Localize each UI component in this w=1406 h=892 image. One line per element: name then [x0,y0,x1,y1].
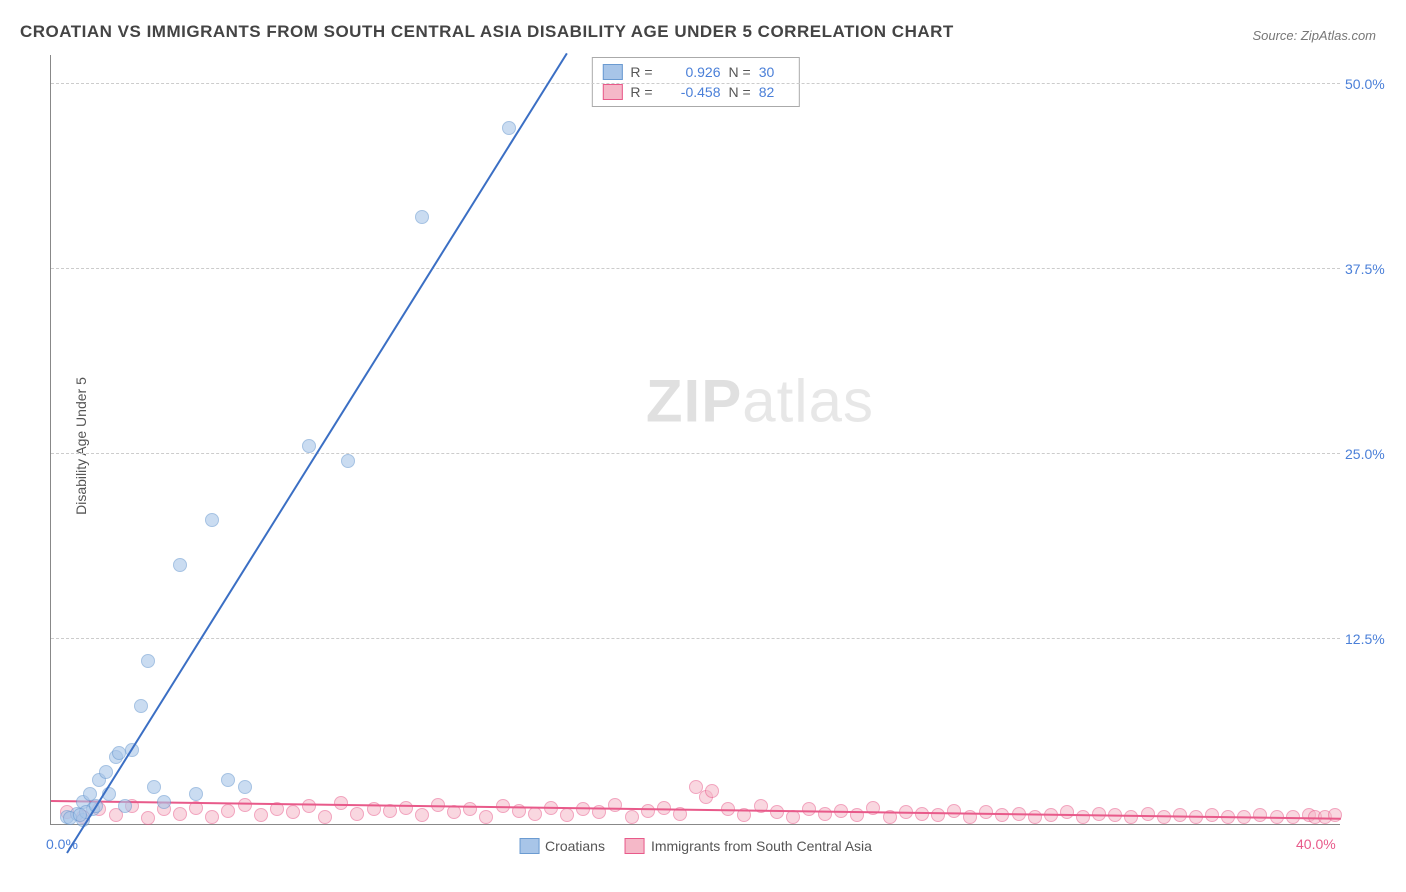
scatter-point-immigrants [705,784,719,798]
scatter-point-immigrants [1328,808,1342,822]
legend-item-croatians: Croatians [519,838,605,854]
scatter-point-immigrants [560,808,574,822]
scatter-point-immigrants [318,810,332,824]
scatter-point-croatians [221,773,235,787]
scatter-point-immigrants [931,808,945,822]
scatter-point-immigrants [302,799,316,813]
scatter-point-immigrants [770,805,784,819]
scatter-point-immigrants [173,807,187,821]
scatter-point-croatians [173,558,187,572]
y-tick-label: 12.5% [1345,631,1400,647]
r-value-croatians: 0.926 [661,64,721,80]
scatter-point-immigrants [947,804,961,818]
x-tick-right: 40.0% [1296,836,1336,852]
swatch-croatians [519,838,539,854]
scatter-point-croatians [502,121,516,135]
r-value-immigrants: -0.458 [661,84,721,100]
scatter-point-immigrants [1141,807,1155,821]
gridline [51,83,1340,84]
scatter-point-croatians [112,746,126,760]
scatter-point-immigrants [802,802,816,816]
scatter-point-immigrants [1253,808,1267,822]
series-legend: Croatians Immigrants from South Central … [519,838,872,854]
scatter-point-immigrants [1028,810,1042,824]
scatter-point-croatians [118,799,132,813]
scatter-point-immigrants [1060,805,1074,819]
gridline [51,638,1340,639]
scatter-point-croatians [341,454,355,468]
gridline [51,268,1340,269]
r-label: R = [630,84,652,100]
scatter-point-immigrants [463,802,477,816]
scatter-point-immigrants [238,798,252,812]
scatter-point-immigrants [221,804,235,818]
legend-row-croatians: R = 0.926 N = 30 [602,62,788,82]
n-label: N = [729,84,751,100]
scatter-point-immigrants [625,810,639,824]
scatter-point-immigrants [415,808,429,822]
legend-label-immigrants: Immigrants from South Central Asia [651,838,872,854]
scatter-point-croatians [302,439,316,453]
n-label: N = [729,64,751,80]
swatch-immigrants [602,84,622,100]
scatter-point-croatians [134,699,148,713]
swatch-immigrants [625,838,645,854]
scatter-point-immigrants [350,807,364,821]
y-tick-label: 50.0% [1345,76,1400,92]
chart-title: CROATIAN VS IMMIGRANTS FROM SOUTH CENTRA… [20,22,954,42]
scatter-point-croatians [189,787,203,801]
scatter-point-immigrants [254,808,268,822]
gridline [51,453,1340,454]
swatch-croatians [602,64,622,80]
r-label: R = [630,64,652,80]
scatter-point-immigrants [818,807,832,821]
scatter-point-croatians [157,795,171,809]
legend-item-immigrants: Immigrants from South Central Asia [625,838,872,854]
scatter-point-immigrants [1076,810,1090,824]
scatter-plot-area: ZIPatlas R = 0.926 N = 30 R = -0.458 N =… [50,55,1340,825]
n-value-immigrants: 82 [759,84,789,100]
legend-row-immigrants: R = -0.458 N = 82 [602,82,788,102]
scatter-point-immigrants [641,804,655,818]
scatter-point-immigrants [479,810,493,824]
source-attribution: Source: ZipAtlas.com [1252,28,1376,43]
scatter-point-immigrants [286,805,300,819]
scatter-point-croatians [141,654,155,668]
scatter-point-immigrants [141,811,155,825]
n-value-croatians: 30 [759,64,789,80]
y-tick-label: 25.0% [1345,446,1400,462]
scatter-point-croatians [99,765,113,779]
watermark: ZIPatlas [646,367,874,436]
scatter-point-croatians [205,513,219,527]
scatter-point-immigrants [399,801,413,815]
y-tick-label: 37.5% [1345,261,1400,277]
scatter-point-croatians [415,210,429,224]
scatter-point-croatians [147,780,161,794]
scatter-point-croatians [238,780,252,794]
scatter-point-immigrants [205,810,219,824]
legend-label-croatians: Croatians [545,838,605,854]
